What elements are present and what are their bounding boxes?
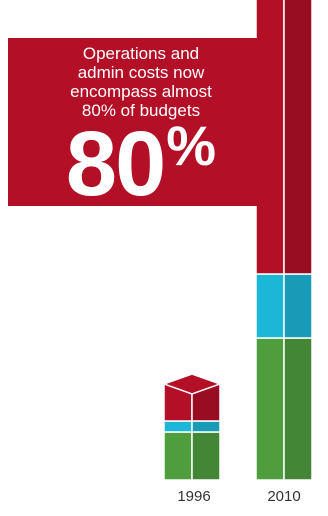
big-percent-sign: % xyxy=(166,114,217,177)
callout-line: Operations and xyxy=(82,44,200,63)
callout-box xyxy=(8,38,274,206)
bar-segment xyxy=(255,273,285,339)
callout-big-value: 80% xyxy=(8,118,274,211)
bar-top-cap xyxy=(161,373,223,395)
callout-line: admin costs now xyxy=(77,63,205,82)
bar-segment-side xyxy=(191,420,221,433)
big-number: 80 xyxy=(65,113,166,215)
bar-segment-side xyxy=(283,273,313,339)
callout-line: encompass almost xyxy=(70,82,212,101)
x-tick-label: 1996 xyxy=(177,488,211,505)
bar-segment-side xyxy=(283,337,313,481)
bar-segment xyxy=(255,337,285,481)
callout-line: 80% of budgets xyxy=(81,101,201,120)
bar-segment-side xyxy=(191,431,221,481)
bar-segment xyxy=(163,431,193,481)
x-tick-label: 2010 xyxy=(267,488,301,505)
bar-segment xyxy=(163,420,193,433)
bar-segment-side xyxy=(283,0,313,275)
callout-text: Operations and admin costs now encompass… xyxy=(8,44,274,120)
